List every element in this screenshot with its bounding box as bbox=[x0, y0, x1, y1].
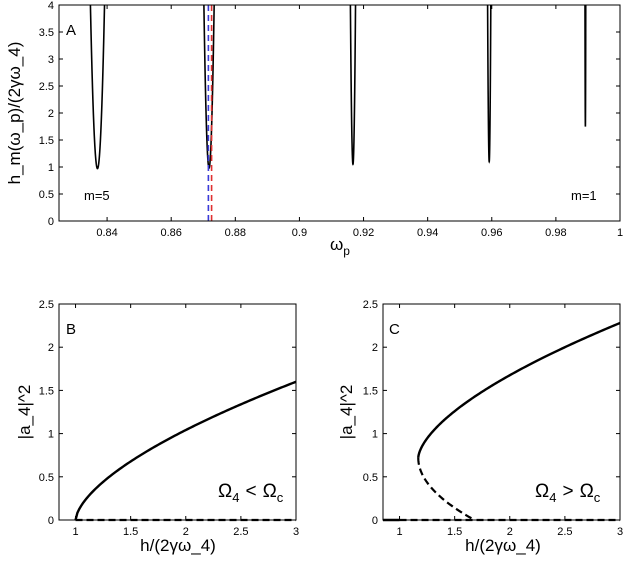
panel-a-ylabel: h_m(ω_p)/(2γω_4) bbox=[5, 42, 24, 185]
panel-a-xtick-label: 0.94 bbox=[417, 227, 438, 239]
tongue-m2 bbox=[486, 4, 492, 164]
panel-b-ytick-label: 0 bbox=[48, 515, 54, 527]
panel-c-upper-stable-branch bbox=[417, 321, 621, 458]
panel-c-lower-unstable-branch bbox=[417, 457, 476, 521]
panel-a-xtick-label: 1 bbox=[617, 227, 623, 239]
panel-a-m5-annotation: m=5 bbox=[84, 188, 110, 203]
panel-b-ylabel: |a_4|^2 bbox=[15, 385, 34, 440]
panel-c-xtick-label: 2 bbox=[507, 526, 513, 538]
panel-c-ytick-label: 1.5 bbox=[363, 385, 378, 397]
panel-b-ytick-label: 1.5 bbox=[39, 385, 54, 397]
panel-a-ticks: 0.84 0.86 0.88 0.9 0.92 0.94 0.96 0.98 1 0 0.5 1 1.5… bbox=[39, 0, 623, 239]
panel-b-frame bbox=[58, 303, 297, 521]
panel-b-regime-lhs-sub: 4 bbox=[232, 490, 239, 505]
panel-b-stable-branch bbox=[74, 380, 297, 521]
panel-a-vlines bbox=[207, 5, 213, 221]
panel-a-ytick-label: 3.5 bbox=[39, 27, 54, 39]
panel-a-xtick-label: 0.98 bbox=[545, 227, 566, 239]
panel-b-xlabel: h/(2γω_4) bbox=[140, 536, 216, 555]
panel-c-label: C bbox=[389, 321, 400, 338]
panel-b-regime-rhs: Ω bbox=[263, 481, 277, 502]
panel-b-label: B bbox=[66, 321, 76, 338]
panel-a: 0.84 0.86 0.88 0.9 0.92 0.94 0.96 0.98 1 0 0.5 1 1.5… bbox=[5, 0, 623, 258]
panel-b-regime: Ω4 < Ωc bbox=[218, 481, 284, 505]
panel-a-ytick-label: 1.5 bbox=[39, 135, 54, 147]
panel-c-regime-op: > bbox=[562, 481, 573, 502]
panel-a-ytick-label: 2.5 bbox=[39, 81, 54, 93]
panel-a-xtick-label: 0.88 bbox=[225, 227, 246, 239]
panel-b-xtick-label: 1.5 bbox=[123, 526, 138, 538]
panel-c-frame bbox=[382, 303, 621, 521]
panel-a-xtick-label: 0.92 bbox=[353, 227, 374, 239]
panel-c-regime: Ω4 > Ωc bbox=[535, 481, 601, 505]
panel-a-ytick-label: 1 bbox=[48, 162, 54, 174]
panel-a-xtick-label: 0.86 bbox=[160, 227, 181, 239]
panel-b-ticks: 1 1.5 2 2.5 3 0 0.5 1 1.5 2 2.5 bbox=[39, 299, 299, 538]
panel-c-ytick-label: 0 bbox=[372, 515, 378, 527]
panel-b-xtick-label: 2 bbox=[183, 526, 189, 538]
panel-a-xlabel-main: ω bbox=[330, 235, 343, 254]
panel-b: 1 1.5 2 2.5 300.511.522.5 B Ω4 < Ωc h/(2γω_4) … bbox=[15, 299, 299, 555]
panel-a-frame bbox=[58, 4, 621, 222]
panel-b-xtick-label: 1 bbox=[72, 526, 78, 538]
panel-c-regime-lhs-sub: 4 bbox=[549, 490, 556, 505]
panel-c-ytick-label: 1 bbox=[372, 429, 378, 441]
panel-a-ytick-label: 2 bbox=[48, 108, 54, 120]
panel-c-ylabel: |a_4|^2 bbox=[337, 385, 356, 440]
panel-c-xtick-label: 1.5 bbox=[447, 526, 462, 538]
panel-c-ytick-label: 2.5 bbox=[363, 299, 378, 311]
panel-c-xtick-label: 1 bbox=[396, 526, 402, 538]
panel-a-ytick-label: 0.5 bbox=[39, 189, 54, 201]
panel-a-curves bbox=[89, 4, 587, 170]
panel-a-xtick-label: 0.9 bbox=[292, 227, 307, 239]
panel-b-regime-rhs-sub: c bbox=[277, 490, 284, 505]
panel-a-xtick-label: 0.84 bbox=[96, 227, 117, 239]
panel-a-xtick-label: 0.96 bbox=[481, 227, 502, 239]
tongue-m3 bbox=[349, 4, 357, 166]
panel-c-regime-lhs: Ω bbox=[535, 481, 549, 502]
tongue-m1 bbox=[584, 4, 587, 127]
panel-c-ytick-label: 0.5 bbox=[363, 472, 378, 484]
panel-c-ytick-label: 2 bbox=[372, 342, 378, 354]
panel-c-xtick-label: 3 bbox=[617, 526, 623, 538]
tongue-m5 bbox=[89, 4, 106, 170]
panel-b-ytick-label: 2 bbox=[48, 342, 54, 354]
panel-a-ytick-label: 0 bbox=[48, 216, 54, 228]
panel-b-regime-lhs: Ω bbox=[218, 481, 232, 502]
panel-b-ytick-label: 2.5 bbox=[39, 299, 54, 311]
panel-a-ytick-label: 4 bbox=[48, 0, 54, 12]
panel-a-ytick-label: 3 bbox=[48, 54, 54, 66]
panel-b-regime-op: < bbox=[245, 481, 256, 502]
panel-a-label: A bbox=[66, 22, 76, 39]
panel-a-xlabel-sub: p bbox=[343, 244, 350, 258]
panel-a-m1-annotation: m=1 bbox=[571, 188, 597, 203]
panel-b-ytick-label: 1 bbox=[48, 429, 54, 441]
panel-c: 1 1.5 2 2.5 300.511.522.5 C Ω4 > Ωc h/(2γω_4) … bbox=[337, 299, 623, 555]
panel-b-xtick-label: 2.5 bbox=[233, 526, 248, 538]
panel-c-regime-rhs-sub: c bbox=[594, 490, 601, 505]
panel-c-xtick-label: 2.5 bbox=[557, 526, 572, 538]
panel-c-regime-rhs: Ω bbox=[580, 481, 594, 502]
panel-a-xlabel: ωp bbox=[330, 235, 350, 258]
panel-b-xtick-label: 3 bbox=[293, 526, 299, 538]
panel-b-ytick-label: 0.5 bbox=[39, 472, 54, 484]
panel-c-xlabel: h/(2γω_4) bbox=[465, 536, 541, 555]
panel-c-ticks: 1 1.5 2 2.5 3 0 0.5 1 1.5 2 2.5 bbox=[363, 299, 623, 538]
